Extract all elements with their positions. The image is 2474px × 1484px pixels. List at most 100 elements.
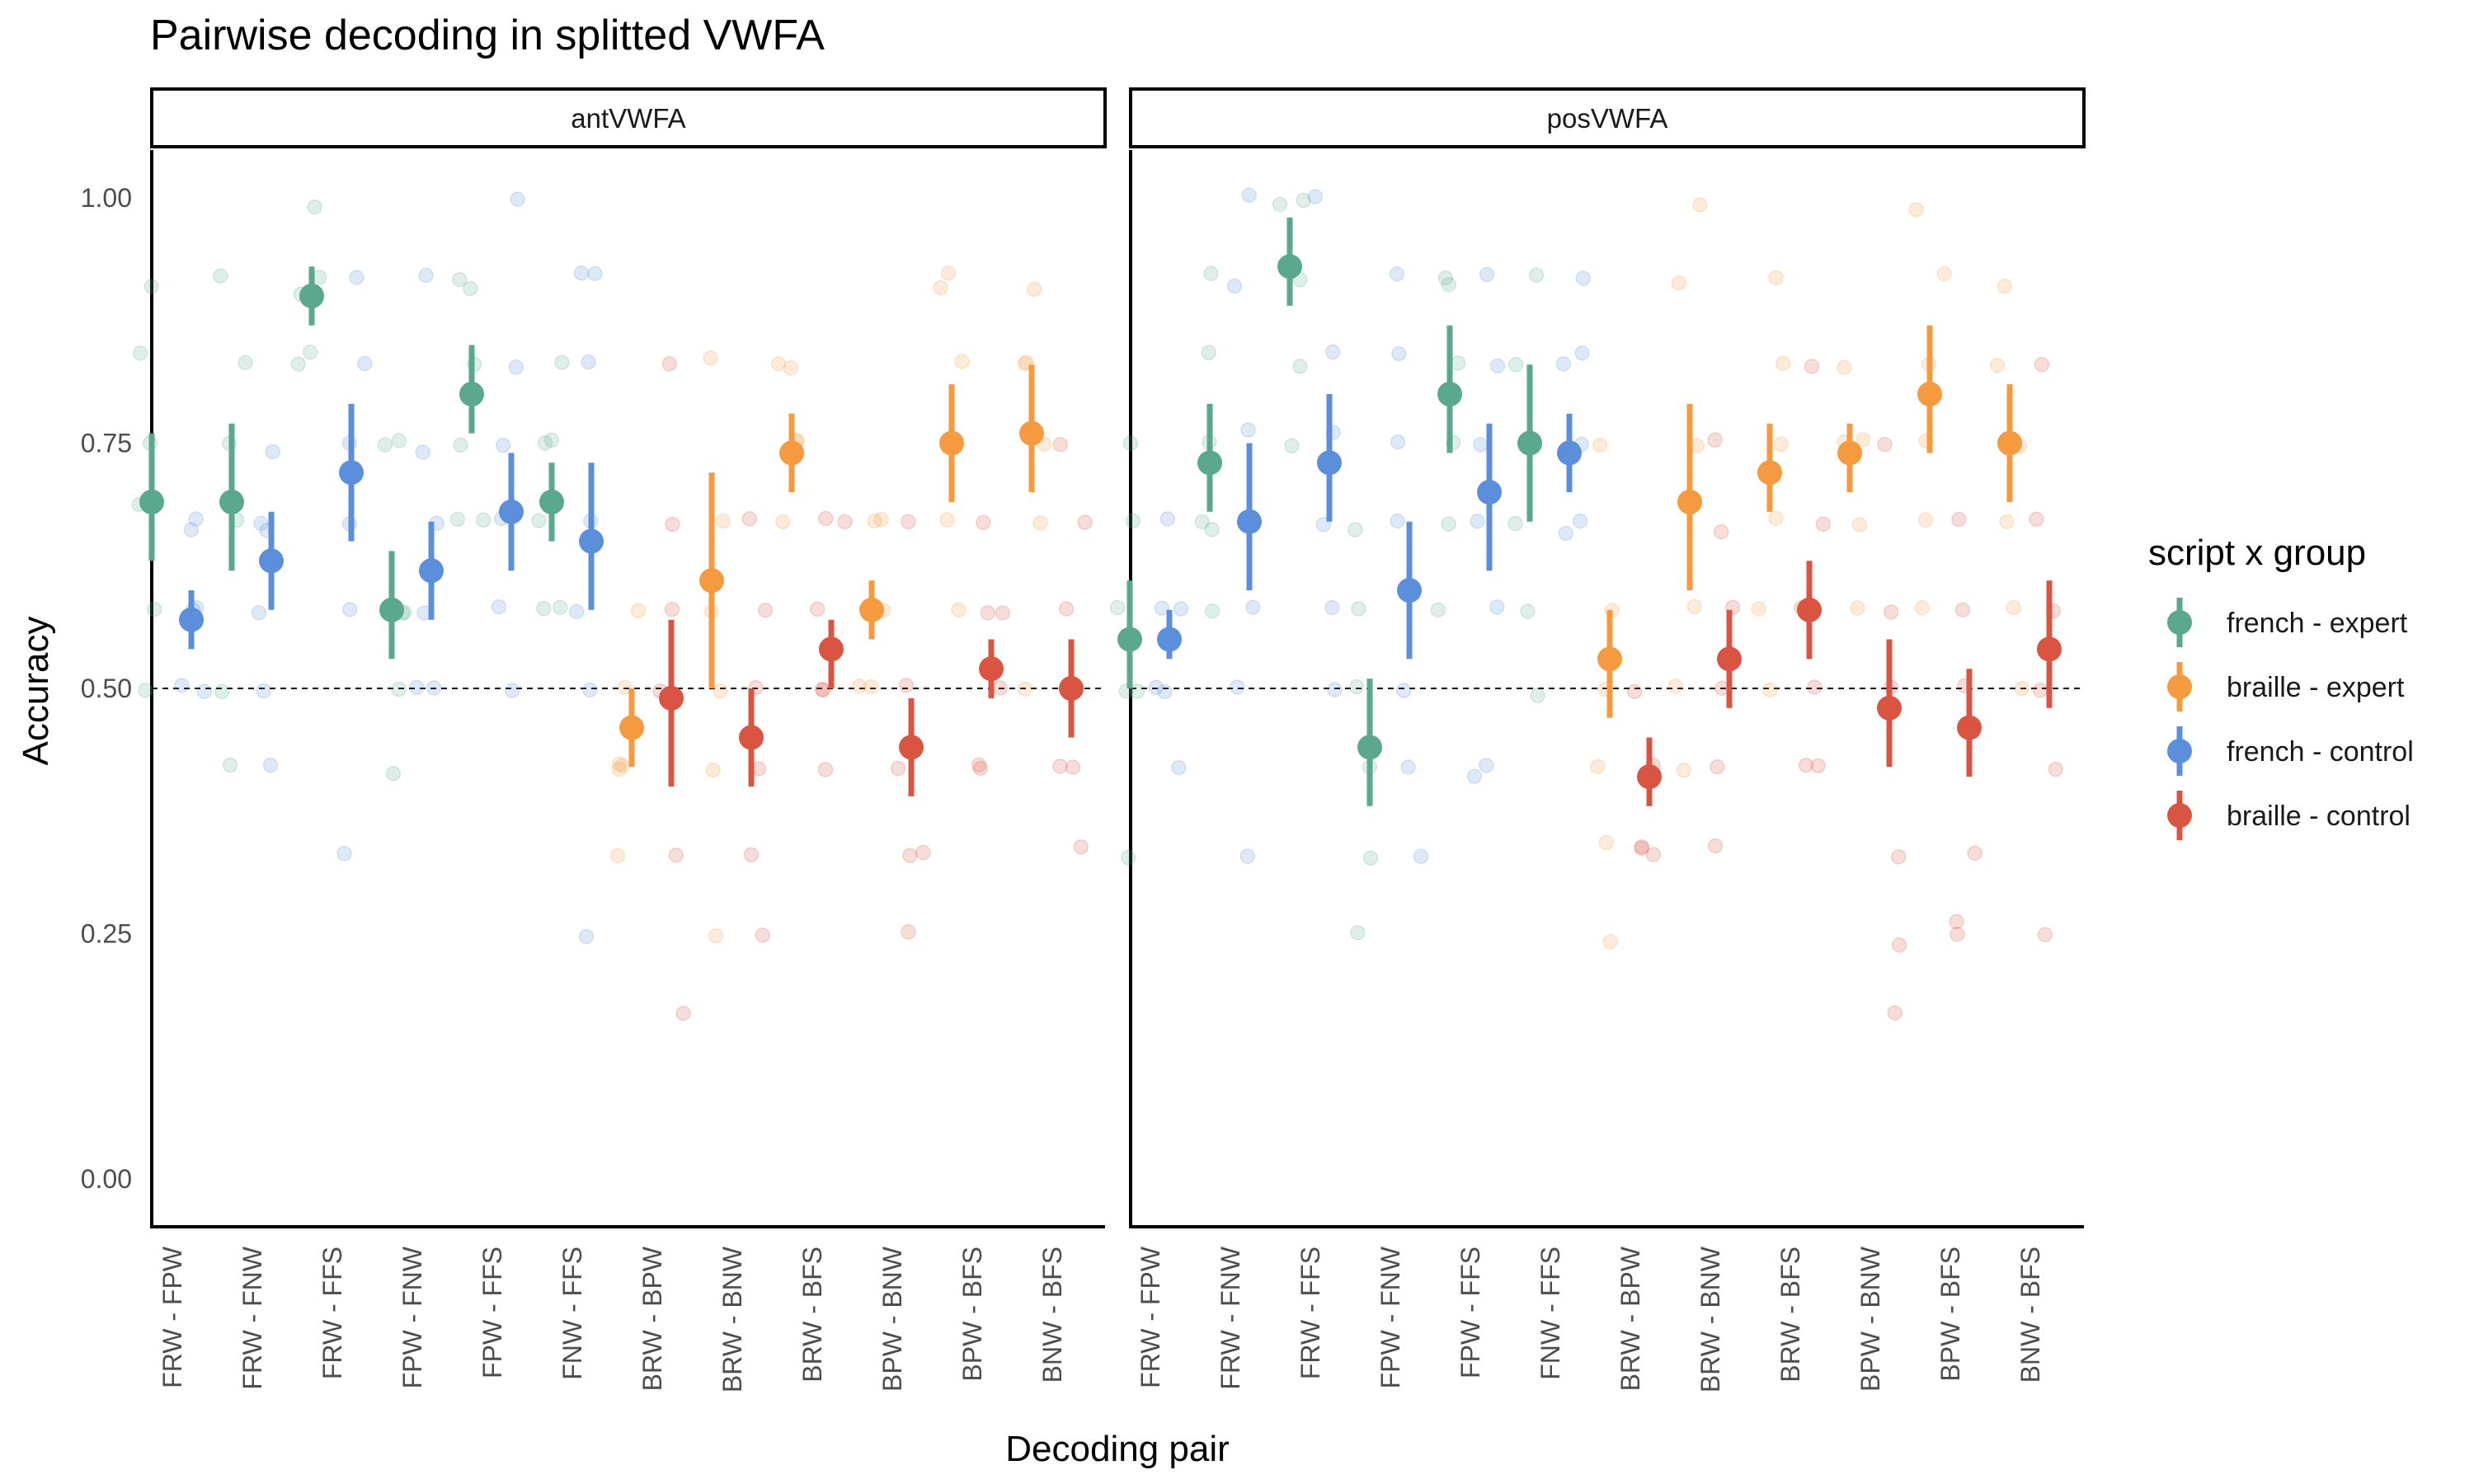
mean-point-braille-expert bbox=[939, 430, 964, 456]
subject-point-french-control bbox=[1473, 437, 1489, 453]
subject-point-french-expert bbox=[1441, 276, 1456, 293]
mean-point-braille-control bbox=[1059, 676, 1084, 701]
subject-point-french-expert bbox=[385, 766, 402, 782]
legend-entry-label: braille - expert bbox=[2227, 672, 2405, 703]
subject-point-braille-expert bbox=[1676, 762, 1691, 778]
subject-point-braille-control bbox=[2034, 356, 2050, 373]
subject-point-braille-expert bbox=[1671, 275, 1687, 291]
chart-title: Pairwise decoding in splitted VWFA bbox=[150, 12, 825, 59]
subject-point-braille-expert bbox=[609, 848, 626, 864]
subject-point-french-expert bbox=[1296, 192, 1311, 209]
mean-point-french-expert bbox=[1197, 450, 1222, 476]
subject-point-french-control bbox=[1226, 278, 1243, 294]
x-tick-label: FPW - FFS bbox=[477, 1247, 507, 1378]
subject-point-braille-expert bbox=[770, 356, 787, 372]
mean-point-braille-control bbox=[659, 685, 684, 711]
subject-point-french-control bbox=[262, 757, 279, 773]
subject-point-french-control bbox=[1171, 759, 1187, 776]
subject-point-french-control bbox=[1558, 525, 1574, 542]
subject-point-french-control bbox=[1239, 848, 1255, 864]
subject-point-braille-control bbox=[971, 757, 987, 773]
subject-point-braille-control bbox=[665, 516, 680, 533]
subject-point-french-expert bbox=[1528, 267, 1545, 284]
subject-point-french-control bbox=[510, 191, 525, 207]
subject-point-braille-control bbox=[664, 601, 680, 618]
subject-point-french-control bbox=[1324, 599, 1340, 616]
mean-point-french-expert bbox=[539, 489, 564, 514]
subject-point-french-control bbox=[426, 680, 442, 696]
mean-point-french-control bbox=[179, 607, 204, 632]
subject-point-braille-control bbox=[1645, 847, 1662, 862]
subject-point-braille-expert bbox=[1851, 517, 1868, 533]
facet-strip-ant bbox=[150, 87, 1107, 148]
subject-point-braille-control bbox=[1707, 432, 1723, 448]
legend-entry-label: french - expert bbox=[2227, 608, 2408, 639]
subject-point-braille-control bbox=[1954, 602, 1971, 618]
subject-point-french-expert bbox=[132, 345, 148, 361]
subject-point-braille-control bbox=[1710, 758, 1725, 775]
subject-point-braille-expert bbox=[1999, 514, 2015, 529]
subject-point-braille-expert bbox=[611, 756, 628, 772]
subject-point-french-expert bbox=[146, 601, 162, 618]
subject-point-french-control bbox=[1229, 679, 1245, 695]
subject-point-french-expert bbox=[1284, 438, 1300, 454]
subject-point-braille-control bbox=[902, 848, 918, 863]
mean-point-braille-control bbox=[1717, 646, 1742, 672]
mean-point-braille-control bbox=[1957, 715, 1982, 740]
subject-point-french-expert bbox=[143, 279, 159, 294]
subject-point-braille-control bbox=[741, 511, 758, 527]
subject-point-braille-expert bbox=[1686, 599, 1702, 615]
x-tick-label: BPW - BFS bbox=[1935, 1247, 1965, 1382]
subject-point-braille-control bbox=[1810, 758, 1826, 774]
subject-point-french-control bbox=[1241, 187, 1257, 203]
subject-point-braille-expert bbox=[1775, 355, 1791, 371]
subject-point-braille-expert bbox=[1917, 512, 1934, 528]
subject-point-braille-control bbox=[661, 356, 678, 372]
subject-point-braille-expert bbox=[614, 758, 630, 773]
subject-point-french-expert bbox=[554, 355, 570, 370]
subject-point-french-control bbox=[349, 270, 365, 285]
subject-point-french-expert bbox=[1441, 516, 1456, 532]
subject-point-braille-expert bbox=[1989, 357, 2006, 373]
subject-point-braille-control bbox=[814, 682, 830, 697]
subject-point-braille-expert bbox=[1017, 355, 1033, 372]
subject-point-braille-control bbox=[1949, 913, 1964, 930]
subject-point-french-control bbox=[496, 437, 511, 453]
subject-point-braille-expert bbox=[1908, 201, 1924, 218]
subject-point-braille-control bbox=[1807, 679, 1823, 695]
x-tick-label: BNW - BFS bbox=[1037, 1247, 1067, 1383]
subject-point-french-control bbox=[1489, 599, 1505, 615]
subject-point-braille-control bbox=[2032, 683, 2048, 698]
subject-point-braille-control bbox=[976, 514, 991, 530]
mean-point-french-control bbox=[339, 460, 364, 486]
subject-point-french-control bbox=[251, 604, 267, 621]
subject-point-french-expert bbox=[1507, 357, 1524, 373]
facet-label-ant: antVWFA bbox=[571, 103, 685, 134]
facet-label-pos: posVWFA bbox=[1547, 103, 1668, 134]
subject-point-french-control bbox=[1391, 345, 1407, 362]
legend-key-point bbox=[2167, 739, 2192, 763]
subject-point-braille-control bbox=[1065, 759, 1081, 775]
subject-point-french-expert bbox=[536, 600, 552, 617]
x-tick-label: FRW - FPW bbox=[1136, 1246, 1165, 1388]
subject-point-french-expert bbox=[213, 268, 228, 284]
subject-point-braille-expert bbox=[951, 602, 967, 618]
subject-point-braille-control bbox=[992, 680, 1009, 696]
subject-point-french-control bbox=[508, 359, 524, 375]
subject-point-braille-expert bbox=[783, 359, 799, 376]
subject-point-braille-expert bbox=[705, 762, 721, 778]
subject-point-french-control bbox=[1389, 266, 1405, 282]
subject-point-braille-control bbox=[817, 762, 834, 777]
subject-point-french-control bbox=[581, 354, 596, 370]
subject-point-french-control bbox=[569, 603, 585, 620]
subject-point-braille-expert bbox=[1850, 600, 1865, 616]
mean-point-braille-control bbox=[979, 656, 1004, 682]
subject-point-braille-expert bbox=[703, 350, 718, 366]
subject-point-french-control bbox=[1390, 513, 1405, 529]
subject-point-french-control bbox=[253, 515, 269, 532]
subject-point-braille-expert bbox=[1751, 601, 1766, 617]
subject-point-french-expert bbox=[1272, 196, 1288, 213]
x-axis-label: Decoding pair bbox=[1005, 1429, 1230, 1469]
subject-point-french-control bbox=[1400, 759, 1416, 775]
